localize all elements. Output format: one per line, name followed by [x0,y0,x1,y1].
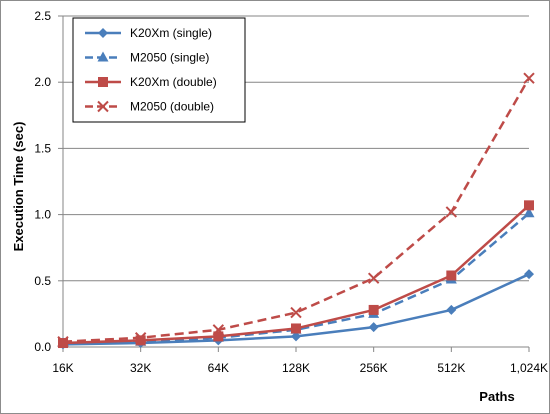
data-point [445,206,458,218]
x-tick-label: 32K [130,361,151,375]
data-point [57,335,69,348]
legend: K20Xm (single) M2050 (single) K20Xm (doubl… [72,17,246,123]
y-tick-label: 2.5 [34,9,51,23]
series-k20xm-double [58,200,534,349]
y-tick-label: 0.5 [34,274,51,288]
data-point [524,269,534,280]
y-axis-title: Execution Time (sec) [11,122,26,252]
data-point [97,51,109,62]
data-point [523,72,535,84]
data-point [212,324,225,336]
legend-item: K20Xm (double) [85,75,217,89]
data-point [213,331,224,342]
x-tick-label: 1,024K [510,361,548,375]
legend-label: K20Xm (single) [130,26,212,40]
data-point [446,270,457,281]
y-tick-label: 2.0 [34,75,51,89]
legend-label: M2050 (single) [130,51,209,65]
x-tick-label: 512K [437,361,465,375]
data-point [98,77,108,87]
y-tick-label: 0.0 [34,340,51,354]
series-group [57,72,535,350]
data-point [367,272,380,284]
data-point [135,335,146,346]
x-tick-label: 64K [208,361,229,375]
series-m2050-double [57,72,535,348]
data-point [291,331,301,342]
data-point [368,322,379,333]
data-point [523,207,535,218]
x-tick-label: 16K [52,361,73,375]
legend-label: K20Xm (double) [130,75,217,89]
legend-label: M2050 (double) [130,100,214,114]
legend-item: M2050 (double) [85,100,214,114]
data-point [524,200,534,211]
y-tick-label: 1.0 [34,208,51,222]
data-point [98,28,108,38]
x-tick-label: 128K [282,361,310,375]
legend-item: K20Xm (single) [85,26,212,40]
x-axis-title: Paths [479,389,514,404]
data-point [368,304,379,315]
x-tick-label: 256K [360,361,388,375]
y-tick-label: 1.5 [34,141,51,155]
data-point [97,100,109,113]
data-point [446,304,457,315]
legend-item: M2050 (single) [85,51,209,65]
data-point [134,332,147,344]
data-point [291,323,301,334]
data-point [290,306,302,319]
tick-labels: 0.0 0.5 1.0 1.5 2.0 2.5 16K 32K 64K 128K 256K 512K 1… [34,9,548,375]
